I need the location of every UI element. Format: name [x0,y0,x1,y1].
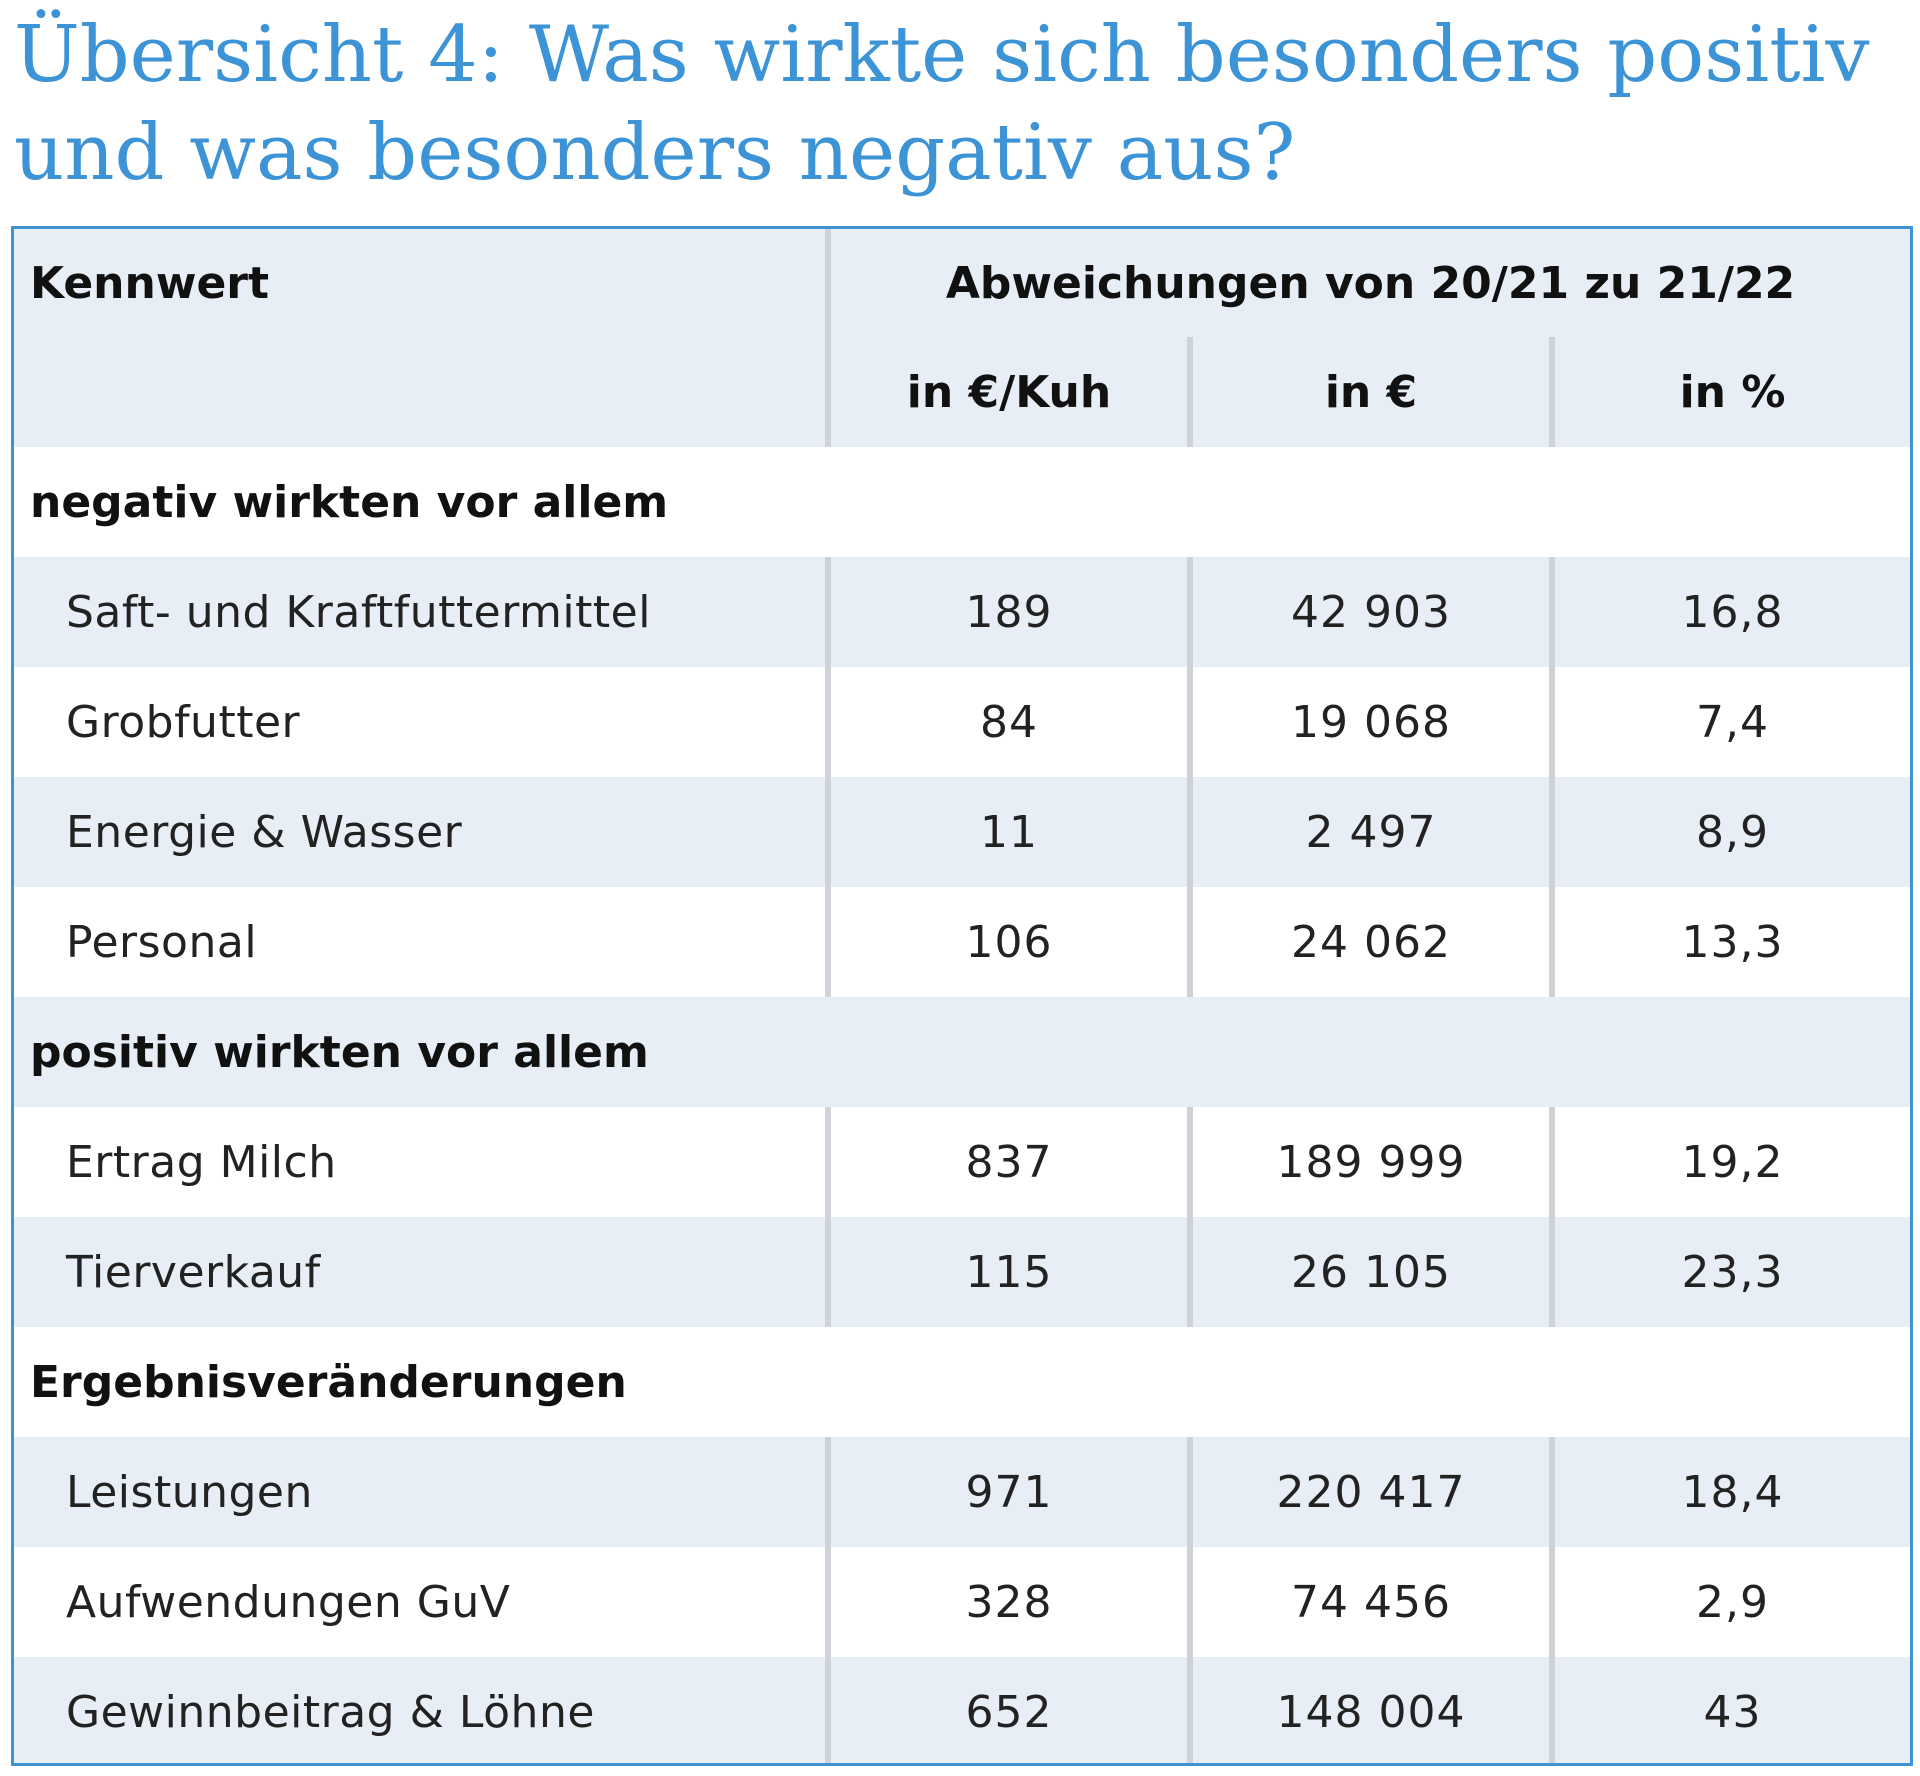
cell-percent: 19,2 [1548,1107,1910,1217]
cell-euro: 148 004 [1187,1657,1552,1763]
section-header-row: negativ wirkten vor allem [14,447,1910,557]
row-label: Grobfutter [14,667,828,777]
column-group-header: Abweichungen von 20/21 zu 21/22 [824,229,1910,337]
cell-per-cow: 106 [825,887,1190,997]
cell-per-cow: 328 [825,1547,1190,1657]
row-label: Personal [14,887,828,997]
row-label: Saft- und Kraftfuttermittel [14,557,828,667]
cell-per-cow: 84 [825,667,1190,777]
cell-percent: 7,4 [1548,667,1910,777]
section-title: Ergebnisveränderungen [14,1327,1910,1437]
cell-percent: 18,4 [1548,1437,1910,1547]
table-row: Tierverkauf 115 26 105 23,3 [14,1217,1910,1327]
cell-euro: 26 105 [1187,1217,1552,1327]
header-empty-cell [14,337,828,447]
cell-euro: 24 062 [1187,887,1552,997]
row-label: Energie & Wasser [14,777,828,887]
cell-percent: 2,9 [1548,1547,1910,1657]
cell-euro: 19 068 [1187,667,1552,777]
column-header-euro: in € [1187,337,1552,447]
cell-percent: 23,3 [1548,1217,1910,1327]
cell-percent: 43 [1548,1657,1910,1763]
table-body: Kennwert Abweichungen von 20/21 zu 21/22… [14,229,1910,1763]
section-header-row: Ergebnisveränderungen [14,1327,1910,1437]
cell-percent: 8,9 [1548,777,1910,887]
table-row: Energie & Wasser 11 2 497 8,9 [14,777,1910,887]
cell-euro: 42 903 [1187,557,1552,667]
column-header-percent: in % [1548,337,1910,447]
table-row: Leistungen 971 220 417 18,4 [14,1437,1910,1547]
table-header-row-1: Kennwert Abweichungen von 20/21 zu 21/22 [14,229,1910,337]
table-row: Saft- und Kraftfuttermittel 189 42 903 16,8 [14,557,1910,667]
cell-euro: 220 417 [1187,1437,1552,1547]
data-table-container: Kennwert Abweichungen von 20/21 zu 21/22… [11,226,1913,1766]
data-table: Kennwert Abweichungen von 20/21 zu 21/22… [14,229,1910,1763]
row-label: Ertrag Milch [14,1107,828,1217]
page-title: Übersicht 4: Was wirkte sich besonders p… [14,10,1870,198]
table-row: Gewinnbeitrag & Löhne 652 148 004 43 [14,1657,1910,1763]
table-row: Grobfutter 84 19 068 7,4 [14,667,1910,777]
cell-percent: 13,3 [1548,887,1910,997]
cell-euro: 74 456 [1187,1547,1552,1657]
row-label: Aufwendungen GuV [14,1547,828,1657]
section-header-row: positiv wirkten vor allem [14,997,1910,1107]
cell-percent: 16,8 [1548,557,1910,667]
row-label: Gewinnbeitrag & Löhne [14,1657,828,1763]
table-row: Aufwendungen GuV 328 74 456 2,9 [14,1547,1910,1657]
section-title: positiv wirkten vor allem [14,997,1910,1107]
section-title: negativ wirkten vor allem [14,447,1910,557]
column-header-per-cow: in €/Kuh [825,337,1190,447]
cell-euro: 189 999 [1187,1107,1552,1217]
row-label: Leistungen [14,1437,828,1547]
cell-per-cow: 189 [825,557,1190,667]
cell-per-cow: 652 [825,1657,1190,1763]
column-header-kennwert: Kennwert [14,229,828,337]
cell-per-cow: 11 [825,777,1190,887]
row-label: Tierverkauf [14,1217,828,1327]
cell-per-cow: 971 [825,1437,1190,1547]
cell-euro: 2 497 [1187,777,1552,887]
cell-per-cow: 837 [825,1107,1190,1217]
cell-per-cow: 115 [825,1217,1190,1327]
table-row: Ertrag Milch 837 189 999 19,2 [14,1107,1910,1217]
table-row: Personal 106 24 062 13,3 [14,887,1910,997]
table-header-row-2: in €/Kuh in € in % [14,337,1910,447]
